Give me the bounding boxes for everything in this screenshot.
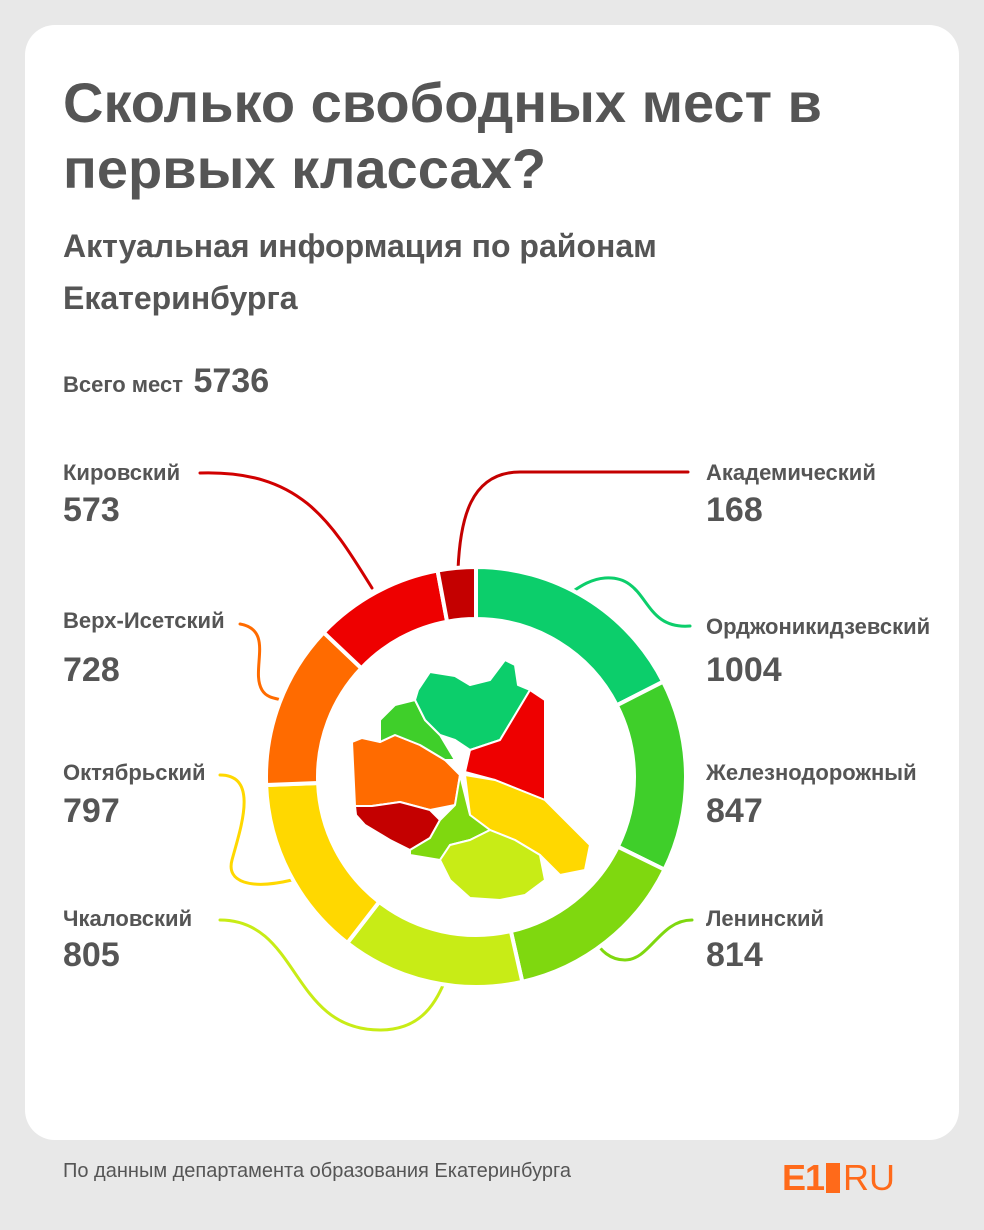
value-zheleznodorozhny: 847 [706,792,763,830]
leader-line-kirovsky [198,471,374,590]
value-chkalovsky: 805 [63,936,120,974]
leader-line-oktyabrsky [218,773,294,886]
logo-ru-text: RU [843,1157,896,1198]
total-label: Всего мест [63,372,184,397]
leader-line-leninsky [593,918,694,962]
source-note: По данным департамента образования Екате… [63,1160,571,1182]
map-district-chkalovsky [439,829,546,901]
leader-line-chkalovsky [218,918,452,1032]
label-kirovsky: Кировский [63,460,181,485]
page-subtitle: Актуальная информация по районам Екатери… [63,228,657,316]
value-verkh-isetsky: 728 [63,651,120,689]
donut-segment-4 [344,899,525,989]
logo-e1-text: E1 [782,1157,825,1198]
total-value: 5736 [193,362,270,400]
value-oktyabrsky: 797 [63,792,120,830]
page-title: Сколько свободных мест в первых классах? [63,71,822,200]
city-map [351,659,591,901]
donut-segment-8 [435,564,478,625]
value-akademichesky: 168 [706,491,763,529]
label-oktyabrsky: Октябрьский [63,760,206,785]
label-chkalovsky: Чкаловский [63,906,193,931]
total-places: Всего мест 5736 [63,362,269,401]
e1-logo: E1 RU [782,1157,896,1198]
value-leninsky: 814 [706,936,763,974]
label-leninsky: Ленинский [706,906,825,931]
label-verkh-isetsky: Верх-Исетский [63,608,225,633]
label-akademichesky: Академический [706,460,876,485]
leader-line-verkh-isetsky [238,622,290,704]
value-kirovsky: 573 [63,491,120,529]
map-district-kirovsky-west [379,699,456,761]
leader-line-akademichesky [456,470,690,572]
leader-line-ordzhonikidzevsky [570,576,692,628]
label-zheleznodorozhny: Железнодорожный [706,760,917,785]
label-ordzhonikidzevsky: Орджоникидзевский [706,614,931,639]
donut-segment-2 [614,679,688,873]
value-ordzhonikidzevsky: 1004 [706,651,782,689]
logo-square-icon [826,1163,841,1193]
